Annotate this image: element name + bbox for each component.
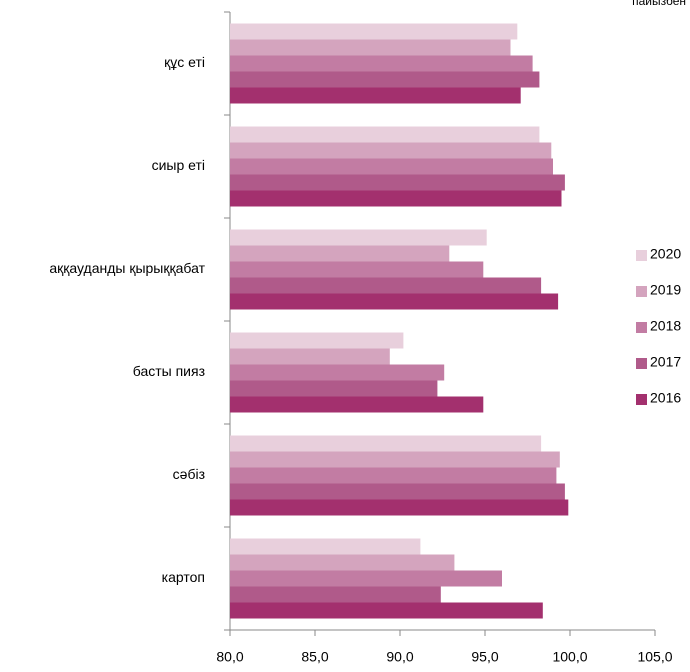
bar <box>230 538 421 555</box>
x-tick-label: 95,0 <box>471 649 498 665</box>
legend-label: 2019 <box>650 282 681 298</box>
legend-swatch <box>636 394 647 405</box>
bar <box>230 364 445 381</box>
legend-swatch <box>636 250 647 261</box>
x-tick-label: 85,0 <box>301 649 328 665</box>
bar <box>230 87 521 104</box>
x-tick-label: 90,0 <box>386 649 413 665</box>
bar <box>230 261 484 278</box>
unit-note: пайызбен <box>632 0 686 8</box>
bar <box>230 451 560 468</box>
bar <box>230 23 518 40</box>
x-tick-label: 105,0 <box>637 649 672 665</box>
legend-label: 2018 <box>650 318 681 334</box>
bar <box>230 71 540 88</box>
bar <box>230 554 455 571</box>
bar <box>230 483 565 500</box>
y-tick-label: құс еті <box>164 54 205 70</box>
bar <box>230 39 511 56</box>
bar <box>230 499 569 516</box>
y-tick-label: аққауданды қырыққабат <box>49 260 205 276</box>
bar <box>230 348 390 365</box>
bar <box>230 332 404 349</box>
bar <box>230 277 542 294</box>
y-tick-label: сәбіз <box>173 466 205 482</box>
legend-swatch <box>636 358 647 369</box>
bar <box>230 55 533 72</box>
legend-swatch <box>636 286 647 297</box>
bar <box>230 467 557 484</box>
bar <box>230 142 552 159</box>
bar <box>230 396 484 413</box>
bar <box>230 602 543 619</box>
bar <box>230 380 438 397</box>
legend-swatch <box>636 322 647 333</box>
bar <box>230 174 565 191</box>
legend-label: 2017 <box>650 354 681 370</box>
bar <box>230 126 540 143</box>
bar <box>230 245 450 262</box>
bar <box>230 570 502 587</box>
bar <box>230 158 553 175</box>
bar <box>230 190 562 207</box>
x-tick-label: 100,0 <box>552 649 587 665</box>
y-tick-label: картоп <box>162 569 205 585</box>
x-tick-label: 80,0 <box>216 649 243 665</box>
bar <box>230 229 487 246</box>
bar <box>230 586 441 603</box>
y-tick-label: басты пияз <box>133 363 205 379</box>
bar <box>230 435 542 452</box>
legend-label: 2020 <box>650 246 681 262</box>
bar <box>230 293 559 310</box>
legend-label: 2016 <box>650 390 681 406</box>
y-tick-label: сиыр еті <box>152 157 205 173</box>
